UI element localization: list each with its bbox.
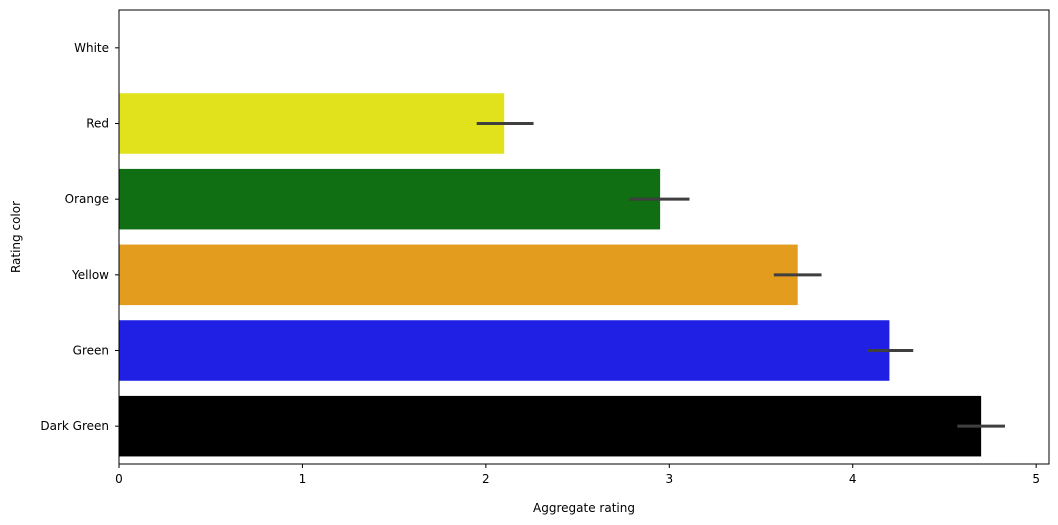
y-axis-title: Rating color [9, 201, 23, 273]
plot-area [119, 10, 1049, 464]
x-tick-label: 3 [665, 472, 673, 486]
x-tick-label: 5 [1032, 472, 1040, 486]
x-axis-title: Aggregate rating [533, 501, 635, 515]
y-tick-label: Green [73, 344, 109, 358]
x-axis-ticks: 0 1 2 3 4 5 [115, 464, 1040, 486]
y-axis-ticks: White Red Orange Yellow Green Dark Green [40, 41, 119, 433]
bar-yellow [119, 244, 798, 306]
bar-dark-green [119, 395, 982, 457]
bar-orange [119, 168, 661, 230]
plot-frame [118, 9, 1050, 465]
bars-group [119, 93, 982, 457]
y-tick-label: Orange [65, 192, 109, 206]
error-bars-group [476, 122, 1005, 428]
y-tick-label: Red [86, 117, 109, 131]
bar-green [119, 320, 890, 381]
y-tick-label: White [74, 41, 109, 55]
y-tick-label: Yellow [71, 268, 109, 282]
bar-red [119, 93, 505, 154]
x-tick-label: 4 [849, 472, 857, 486]
x-tick-label: 1 [299, 472, 307, 486]
x-tick-label: 0 [115, 472, 123, 486]
y-tick-label: Dark Green [40, 419, 109, 433]
x-tick-label: 2 [482, 472, 490, 486]
